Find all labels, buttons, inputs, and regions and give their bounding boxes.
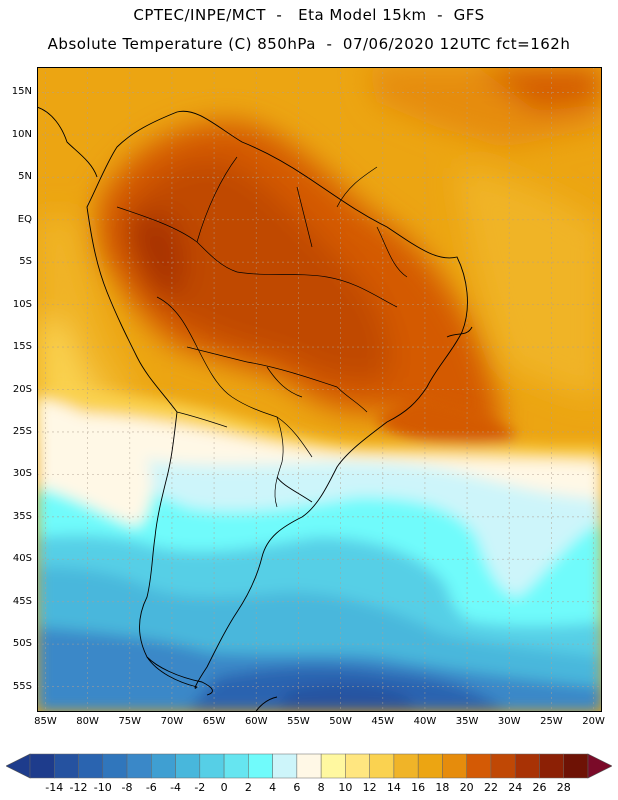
legend-label: 16 xyxy=(411,781,426,794)
legend-right-arrow xyxy=(587,753,612,779)
legend-label: 8 xyxy=(317,781,325,794)
legend-swatch xyxy=(466,753,492,779)
legend-swatch xyxy=(417,753,443,779)
title-line-1: CPTEC/INPE/MCT - Eta Model 15km - GFS xyxy=(133,6,485,24)
legend-swatch xyxy=(272,753,298,779)
lat-label: 5N xyxy=(18,171,32,183)
lat-label: 45S xyxy=(12,595,32,607)
legend-swatch xyxy=(199,753,225,779)
legend-label: -2 xyxy=(194,781,206,794)
lat-label: 55S xyxy=(12,680,32,692)
legend-label: -14 xyxy=(45,781,64,794)
lat-label: 20S xyxy=(12,383,32,395)
lon-label: 50W xyxy=(329,716,352,727)
lon-label: 20W xyxy=(582,716,605,727)
legend-label: 6 xyxy=(293,781,301,794)
lat-lon-grid xyxy=(37,67,602,712)
lon-label: 55W xyxy=(287,716,310,727)
legend-label: 24 xyxy=(508,781,523,794)
legend-left-arrow xyxy=(6,753,31,779)
legend-swatch xyxy=(223,753,249,779)
map-frame xyxy=(37,67,602,712)
legend-swatch xyxy=(320,753,346,779)
lat-label: 5S xyxy=(19,256,32,268)
legend-swatch xyxy=(563,753,589,779)
legend-label: 4 xyxy=(269,781,277,794)
legend-swatch xyxy=(539,753,564,779)
legend-swatch xyxy=(54,753,79,779)
lon-label: 70W xyxy=(160,716,184,727)
legend-swatch xyxy=(514,753,540,779)
legend-label: 26 xyxy=(532,781,547,794)
legend-label: -10 xyxy=(93,781,112,794)
lon-label: 25W xyxy=(540,716,563,727)
color-legend-bar xyxy=(6,753,612,779)
legend-swatch xyxy=(442,753,467,779)
lon-label: 60W xyxy=(244,716,268,727)
legend-label: -6 xyxy=(145,781,157,794)
legend-label: 10 xyxy=(338,781,353,794)
legend-swatch xyxy=(369,753,395,779)
legend-label: 18 xyxy=(435,781,450,794)
coastlines xyxy=(37,106,473,712)
legend-label: -8 xyxy=(121,781,133,794)
title-line-2: Absolute Temperature (C) 850hPa - 07/06/… xyxy=(47,35,571,53)
legend-swatch xyxy=(393,753,419,779)
lat-label: 35S xyxy=(12,510,32,522)
lon-label: 45W xyxy=(371,716,395,727)
legend-label: 12 xyxy=(362,781,377,794)
legend-swatch xyxy=(296,753,322,779)
legend-swatch xyxy=(151,753,176,779)
lat-label: 30S xyxy=(12,468,32,480)
temperature-map xyxy=(37,67,602,712)
lon-label: 75W xyxy=(118,716,142,727)
legend-swatch xyxy=(248,753,273,779)
legend-label: 14 xyxy=(386,781,401,794)
lat-label: 25S xyxy=(12,425,32,437)
legend-label: 28 xyxy=(556,781,571,794)
legend-label: 2 xyxy=(244,781,252,794)
legend-swatch xyxy=(490,753,516,779)
lat-label: EQ xyxy=(17,213,32,225)
legend-swatch xyxy=(175,753,201,779)
legend-swatch xyxy=(102,753,128,779)
lon-label: 85W xyxy=(34,716,57,727)
lat-label: 10S xyxy=(12,298,32,310)
legend-label: 22 xyxy=(483,781,498,794)
legend-swatch xyxy=(78,753,104,779)
lon-label: 35W xyxy=(455,716,479,727)
lat-label: 10N xyxy=(11,128,32,140)
lon-label: 65W xyxy=(202,716,226,727)
lat-label: 40S xyxy=(12,553,32,565)
legend-swatch xyxy=(345,753,370,779)
lon-label: 30W xyxy=(497,716,521,727)
lat-label: 50S xyxy=(12,638,32,650)
lat-label: 15S xyxy=(12,341,32,353)
legend-swatch xyxy=(29,753,55,779)
legend-label: -12 xyxy=(69,781,88,794)
lon-label: 80W xyxy=(76,716,99,727)
lat-label: 15N xyxy=(11,86,32,98)
country-borders xyxy=(116,156,408,508)
lon-label: 40W xyxy=(413,716,437,727)
legend-swatch xyxy=(126,753,152,779)
legend-label: -4 xyxy=(170,781,182,794)
legend-label: 0 xyxy=(220,781,228,794)
legend-label: 20 xyxy=(459,781,474,794)
